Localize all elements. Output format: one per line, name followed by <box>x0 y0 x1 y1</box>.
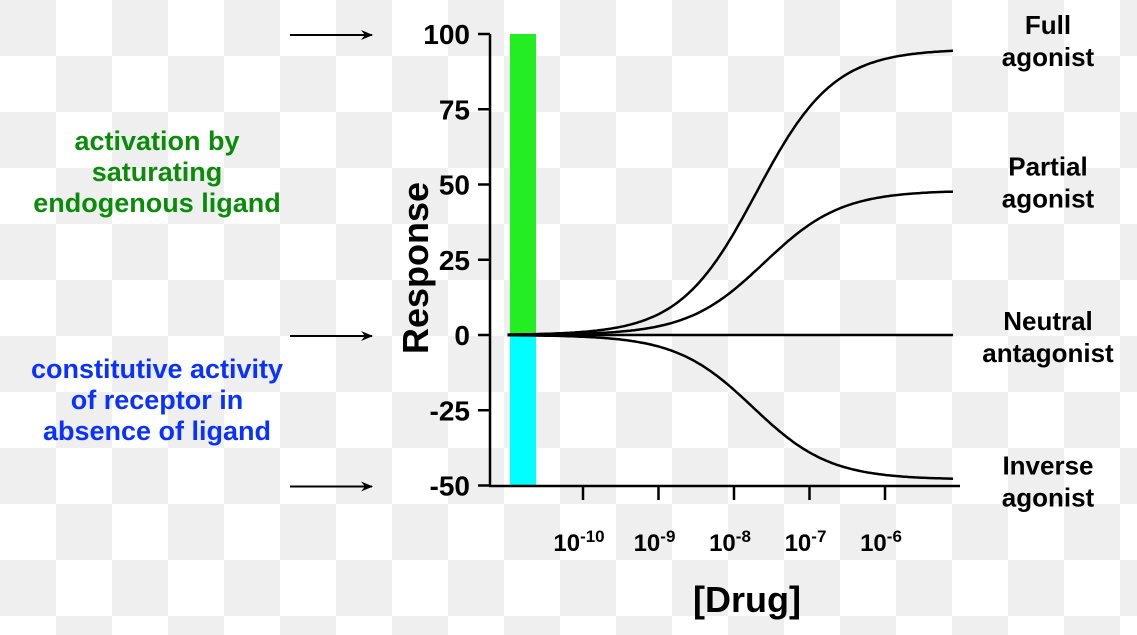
y-axis-label: Response <box>395 182 436 354</box>
x-tick-label: 10-9 <box>634 527 676 557</box>
axes: 100 75 50 25 0 -25 -50 10-10 10-9 10-8 10-7 10-6 <box>423 19 960 557</box>
saturating-ligand-bar <box>510 34 536 335</box>
full-agonist-label: Full agonist <box>1002 10 1095 72</box>
y-tick-label: 25 <box>439 245 470 276</box>
constitutive-annotation: constitutive activity of receptor in absen… <box>31 354 283 446</box>
partial-agonist-curve <box>507 190 954 337</box>
x-tick-label: 10-10 <box>553 527 604 557</box>
x-axis-label: [Drug] <box>693 579 801 620</box>
y-tick-label: 50 <box>439 170 470 201</box>
x-tick-label: 10-8 <box>709 527 751 557</box>
y-tick-label: 0 <box>454 320 470 351</box>
activation-annotation: activation by saturating endogenous ligand <box>33 126 281 218</box>
full-agonist-curve <box>507 49 954 336</box>
y-tick-label: 75 <box>439 94 470 125</box>
neutral-antagonist-label: Neutral antagonist <box>982 306 1114 368</box>
y-tick-label: -25 <box>430 395 470 426</box>
constitutive-activity-bar <box>510 335 536 486</box>
x-tick-label: 10-6 <box>860 527 902 557</box>
partial-agonist-label: Partial agonist <box>1002 152 1095 214</box>
y-tick-label: 100 <box>423 19 470 50</box>
inverse-agonist-curve <box>507 333 954 480</box>
inverse-agonist-label: Inverse agonist <box>1002 450 1095 512</box>
x-tick-label: 10-7 <box>785 527 827 557</box>
y-tick-label: -50 <box>430 471 470 502</box>
